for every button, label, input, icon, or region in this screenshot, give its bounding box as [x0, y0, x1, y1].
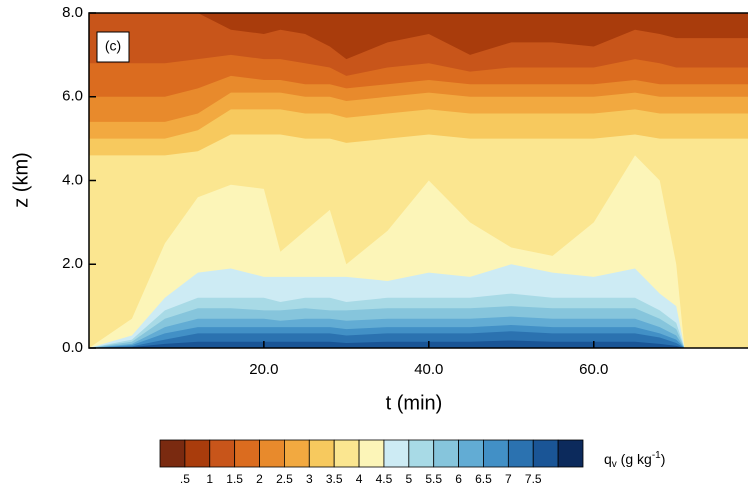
colorbar-tick-label: 3: [306, 472, 313, 486]
colorbar-swatch: [308, 439, 335, 468]
colorbar-swatch: [507, 439, 534, 468]
colorbar-swatch: [184, 439, 211, 468]
y-tick-label: 4.0: [62, 171, 83, 188]
annotation-box: [96, 31, 130, 63]
colorbar-tick-label: 5: [405, 472, 412, 486]
colorbar-tick-label: 7.5: [525, 472, 542, 486]
colorbar-label-part: (g kg: [617, 451, 652, 467]
colorbar-label-part: v: [612, 459, 617, 470]
contour-field: [89, 13, 748, 348]
x-tick-label: 20.0: [249, 361, 278, 378]
colorbar-label-part: ): [661, 451, 666, 467]
colorbar-swatch: [458, 439, 484, 468]
colorbar-tick-label: 6: [455, 472, 462, 486]
colorbar-swatch: [284, 439, 310, 468]
colorbar-swatch: [333, 439, 360, 468]
colorbar-tick-label: 1: [206, 472, 213, 486]
colorbar-tick-label: 6.5: [475, 472, 492, 486]
y-tick-label: 6.0: [62, 88, 83, 105]
colorbar-label-part: q: [604, 451, 612, 467]
colorbar-tick-label: 2: [256, 472, 263, 486]
colorbar-swatch: [259, 439, 285, 468]
colorbar-swatch: [159, 439, 186, 468]
colorbar-tick-label: 3.5: [326, 472, 343, 486]
colorbar-label-part: -1: [652, 450, 661, 461]
colorbar-tick-label: 4.5: [376, 472, 393, 486]
contour-band: [89, 340, 748, 348]
y-tick-label: 0.0: [62, 339, 83, 356]
x-tick-label: 40.0: [414, 361, 443, 378]
colorbar-tick-label: 4: [356, 472, 363, 486]
annotation: (c): [105, 38, 121, 54]
colorbar-swatch: [358, 439, 385, 468]
colorbar-tick-label: 7: [505, 472, 512, 486]
colorbar-tick-label: 2.5: [276, 472, 293, 486]
colorbar-swatch: [408, 439, 435, 468]
colorbar-swatch: [532, 439, 559, 468]
x-tick-label: 60.0: [579, 361, 608, 378]
colorbar-swatch: [234, 439, 260, 468]
y-tick-label: 8.0: [62, 4, 83, 21]
x-axis-label: t (min): [386, 392, 443, 414]
colorbar-tick-label: 1.5: [226, 472, 243, 486]
colorbar-swatch: [383, 439, 410, 468]
colorbar-swatch: [209, 439, 236, 468]
y-tick-label: 2.0: [62, 255, 83, 272]
colorbar-tick-label: 5.5: [425, 472, 442, 486]
y-axis-label: z (km): [10, 152, 32, 208]
colorbar-tick-label: .5: [180, 472, 190, 486]
colorbar-swatch: [557, 439, 584, 468]
colorbar-swatch: [483, 439, 509, 468]
colorbar-label: qv (g kg-1): [604, 450, 665, 470]
colorbar-swatch: [433, 439, 459, 468]
